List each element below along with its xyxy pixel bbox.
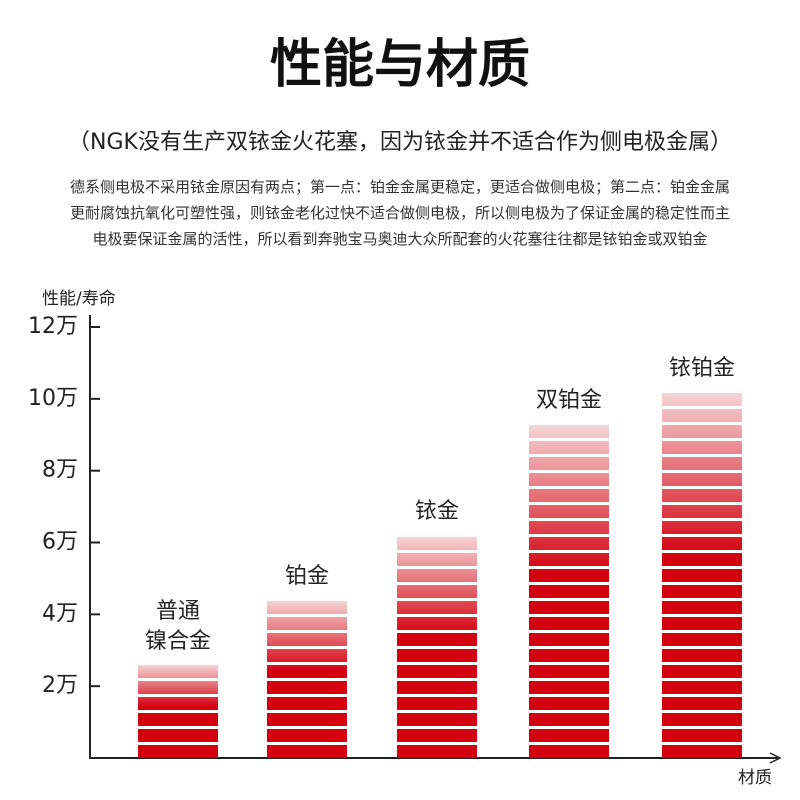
description-line: 德系侧电极不采用铱金原因有两点；第一点：铂金金属更稳定，更适合做侧电极；第二点：… [69, 178, 730, 196]
y-tick-label: 4万 [42, 601, 78, 626]
y-tick-label: 8万 [42, 458, 78, 483]
y-axis-label: 性能/寿命 [42, 289, 116, 309]
title: 性能与材质 [269, 35, 530, 95]
subtitle: （NGK没有生产双铱金火花塞，因为铱金并不适合作为侧电极金属） [68, 130, 732, 155]
y-tick-label: 6万 [42, 530, 78, 555]
description-line: 更耐腐蚀抗氧化可塑性强，则铱金老化过快不适合做侧电极，所以侧电极为了保证金属的稳… [69, 204, 730, 222]
category-label: 普通 镍合金 [144, 598, 211, 654]
bar-stripes [267, 599, 347, 758]
bar-stripes [138, 664, 218, 758]
y-tick-label: 10万 [28, 386, 78, 411]
category-label: 铱铂金 [668, 355, 735, 381]
category-label: 铱金 [414, 499, 459, 525]
y-tick-label: 12万 [28, 314, 78, 339]
description-line: 电极要保证金属的活性，所以看到奔驰宝马奥迪大众所配套的火花塞往往都是铱铂金或双铂… [92, 230, 708, 248]
x-axis-label: 材质 [738, 768, 772, 788]
category-label: 双铂金 [535, 387, 602, 413]
x-axis-arrow [769, 752, 782, 764]
category-label: 铂金 [284, 563, 329, 589]
bar-stripes [397, 535, 477, 758]
y-tick-label: 2万 [42, 673, 78, 698]
bar-stripes [662, 391, 742, 758]
bar-stripes [529, 423, 609, 758]
